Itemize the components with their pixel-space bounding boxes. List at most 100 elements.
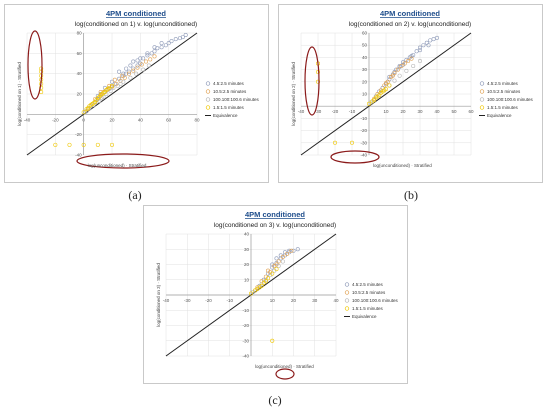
data-point <box>375 94 380 99</box>
legend-label: 4.5:2.5 minutes <box>487 81 519 86</box>
data-point <box>110 79 115 84</box>
data-point <box>276 259 281 264</box>
data-point <box>117 69 122 74</box>
data-point <box>119 73 124 78</box>
data-point <box>144 59 149 64</box>
y-tick-label: -20 <box>75 132 82 137</box>
data-point <box>105 86 110 91</box>
data-point <box>139 62 144 67</box>
data-point <box>163 43 168 48</box>
y-tick-label: -10 <box>242 308 249 313</box>
legend-label: 100.100:100.6 minutes <box>487 97 534 102</box>
x-tick-label: -10 <box>349 109 356 114</box>
data-point <box>418 45 423 50</box>
data-point <box>124 71 129 76</box>
x-tick-label: 40 <box>434 109 440 114</box>
legend-marker <box>205 81 211 86</box>
data-point <box>387 83 392 88</box>
x-tick-label: 30 <box>312 298 318 303</box>
y-tick-label: 20 <box>362 79 368 84</box>
plot-area: -40-20020406080-40-2020406080log(uncondi… <box>17 30 200 169</box>
data-point <box>131 68 136 73</box>
y-tick-label: 20 <box>77 92 83 97</box>
data-point <box>263 279 268 284</box>
caption-b: (b) <box>404 188 418 202</box>
data-point <box>152 49 157 54</box>
x-tick-label: -40 <box>298 109 305 114</box>
legend-marker <box>344 298 350 303</box>
x-tick-label: 20 <box>109 117 115 122</box>
data-point <box>270 338 275 343</box>
data-point <box>110 83 115 88</box>
y-tick-label: 30 <box>244 247 250 252</box>
x-tick-label: -40 <box>163 298 170 303</box>
y-tick-label: 10 <box>244 277 250 282</box>
data-point <box>409 54 414 59</box>
data-point <box>53 142 58 147</box>
data-point <box>266 268 271 273</box>
legend-label: 10.5:2.5 minutes <box>352 290 386 295</box>
legend-marker <box>205 89 211 94</box>
legend-marker <box>479 81 485 86</box>
chart-panel-c: 4PM conditioned log(conditioned on 3) v.… <box>143 205 408 384</box>
data-point <box>397 63 402 68</box>
data-point <box>173 37 178 42</box>
data-point <box>280 254 285 259</box>
data-point <box>128 63 133 68</box>
x-tick-label: -30 <box>184 298 191 303</box>
y-axis-title: log(conditioned on 1) · Stratified <box>17 62 22 126</box>
x-tick-label: -20 <box>52 117 59 122</box>
outlier-highlight-ring <box>304 46 320 116</box>
chart-title: 4PM conditioned <box>106 9 166 18</box>
data-point <box>421 43 426 48</box>
x-tick-label: -20 <box>205 298 212 303</box>
data-point <box>85 106 90 111</box>
data-point <box>121 79 126 84</box>
y-tick-label: 50 <box>362 43 368 48</box>
y-axis-title: log(conditioned on 2) · Stratified <box>291 62 296 126</box>
data-point <box>397 73 402 78</box>
x-tick-label: 30 <box>417 109 423 114</box>
data-point <box>159 45 164 50</box>
data-point <box>152 54 157 59</box>
data-point <box>406 59 411 64</box>
data-point <box>138 56 143 61</box>
data-point <box>135 63 140 68</box>
data-point <box>315 79 320 84</box>
data-point <box>88 103 93 108</box>
data-point <box>134 71 139 76</box>
data-point <box>115 83 120 88</box>
data-point <box>94 98 99 103</box>
data-point <box>285 251 290 256</box>
legend-label: 1.5:1.5 minutes <box>213 105 245 110</box>
data-point <box>135 65 140 70</box>
x-axis-title: log(unconditioned) · Stratified <box>373 163 432 168</box>
data-point <box>280 259 285 264</box>
data-point <box>67 142 72 147</box>
x-tick-label: -20 <box>332 109 339 114</box>
data-point <box>387 74 392 79</box>
equivalence-line <box>300 32 472 156</box>
legend-marker <box>205 97 211 102</box>
data-point <box>141 56 146 61</box>
outlier-highlight-ring <box>275 368 295 380</box>
data-point <box>169 39 174 44</box>
data-point <box>152 45 157 50</box>
data-point <box>166 41 171 46</box>
data-point <box>428 38 433 43</box>
data-point <box>414 49 419 54</box>
legend-marker <box>479 105 485 110</box>
data-point <box>435 35 440 40</box>
x-tick-label: 60 <box>468 109 474 114</box>
data-point <box>159 41 164 46</box>
legend-marker <box>344 290 350 295</box>
data-point <box>266 276 271 281</box>
y-tick-label: -30 <box>242 338 249 343</box>
data-point <box>141 67 146 72</box>
data-point <box>395 67 400 72</box>
data-point <box>95 142 100 147</box>
x-tick-label: 40 <box>333 298 339 303</box>
data-point <box>291 248 296 253</box>
y-tick-label: 60 <box>77 51 83 56</box>
data-point <box>426 43 431 48</box>
